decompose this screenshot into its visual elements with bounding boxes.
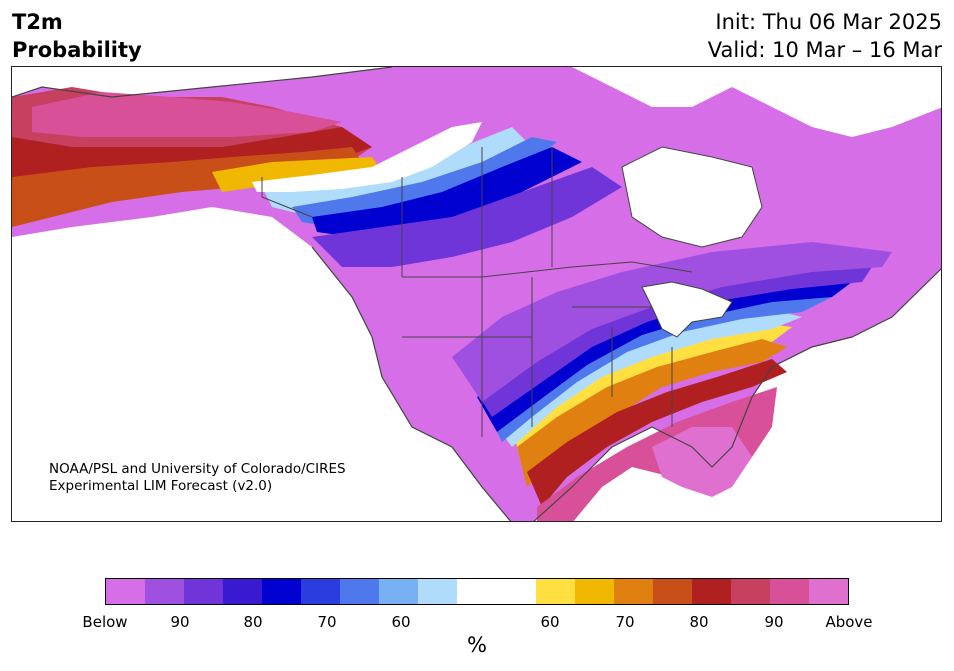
colorbar-tick-label: 60 (391, 613, 411, 631)
colorbar-segment (808, 579, 848, 604)
arctic-gaps (572, 67, 941, 137)
colorbar-segment (418, 579, 458, 604)
variable-label: T2m (12, 10, 63, 34)
alaska-top (32, 92, 342, 137)
legend-colorbar (105, 578, 849, 605)
colorbar-segment (262, 579, 302, 604)
colorbar-segment (223, 579, 263, 604)
canada-mid-blue (292, 137, 557, 227)
canada-white (252, 122, 482, 192)
colorbar-segment (340, 579, 380, 604)
subtitle-label: Probability (12, 38, 142, 62)
southeast-above (652, 427, 752, 497)
colorbar-segment (769, 579, 809, 604)
legend-unit: % (467, 633, 487, 657)
probability-field (12, 67, 941, 521)
colorbar-segment (106, 579, 146, 604)
colorbar-segment (379, 579, 419, 604)
colorbar-segment (691, 579, 731, 604)
colorbar-segment (574, 579, 614, 604)
east-orange (517, 339, 787, 487)
great-lakes (641, 281, 733, 338)
colorbar-segment (535, 579, 575, 604)
east-red (527, 359, 787, 507)
canada-indigo (312, 167, 622, 267)
credit-line-1: NOAA/PSL and University of Colorado/CIRE… (49, 461, 346, 477)
us-purple (452, 242, 892, 402)
credit-text: NOAA/PSL and University of Colorado/CIRE… (49, 461, 346, 495)
colorbar-tick-label: Above (825, 613, 873, 631)
colorbar-segment (652, 579, 692, 604)
colorbar-tick-label: Below (82, 613, 128, 631)
date-info: Init: Thu 06 Mar 2025 Valid: 10 Mar – 16… (708, 8, 942, 64)
colorbar-segment (730, 579, 770, 604)
colorbar-tick-label: 60 (540, 613, 560, 631)
colorbar-tick-label: 70 (615, 613, 635, 631)
colorbar-tick-label: 80 (689, 613, 709, 631)
colorbar-segment (457, 579, 497, 604)
colorbar-tick-label: 80 (243, 613, 263, 631)
hudson-bay (621, 146, 763, 248)
colorbar-segment (145, 579, 185, 604)
coastline (12, 67, 941, 521)
colorbar-segment (613, 579, 653, 604)
colorbar-tick-label: 90 (170, 613, 190, 631)
colorbar-tick-label: 70 (317, 613, 337, 631)
credit-line-2: Experimental LIM Forecast (v2.0) (49, 478, 273, 494)
init-date: Init: Thu 06 Mar 2025 (715, 10, 942, 34)
borders (261, 147, 693, 437)
colorbar-segment (184, 579, 224, 604)
canada-deep-blue (312, 147, 582, 237)
map-title: T2m Probability (12, 8, 142, 64)
forecast-map (11, 66, 942, 522)
colorbar-segment (301, 579, 341, 604)
colorbar-segment (496, 579, 536, 604)
valid-date: Valid: 10 Mar – 16 Mar (707, 38, 942, 62)
colorbar-tick-label: 90 (764, 613, 784, 631)
